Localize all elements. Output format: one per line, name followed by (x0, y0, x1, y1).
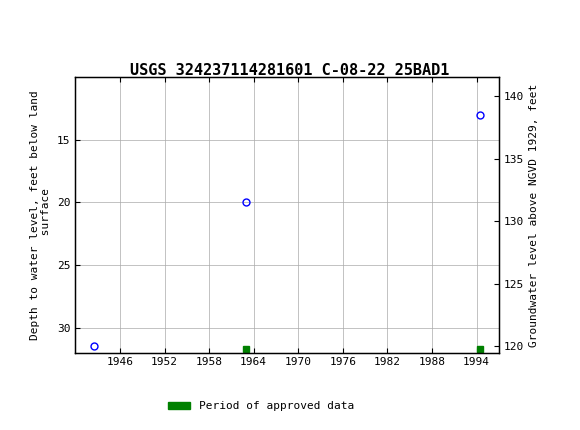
Y-axis label: Groundwater level above NGVD 1929, feet: Groundwater level above NGVD 1929, feet (530, 83, 539, 347)
Text: █USGS: █USGS (12, 15, 70, 37)
Legend: Period of approved data: Period of approved data (164, 397, 358, 416)
Y-axis label: Depth to water level, feet below land
 surface: Depth to water level, feet below land su… (30, 90, 52, 340)
Text: USGS 324237114281601 C-08-22 25BAD1: USGS 324237114281601 C-08-22 25BAD1 (130, 64, 450, 78)
